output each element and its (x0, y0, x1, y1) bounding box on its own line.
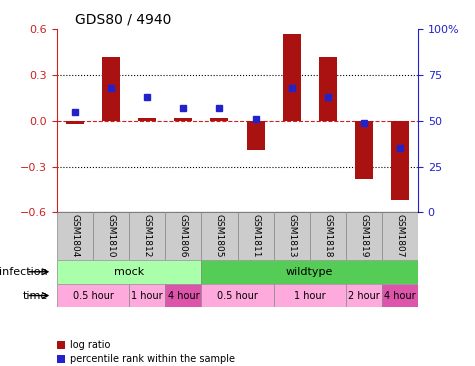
Text: GSM1811: GSM1811 (251, 214, 260, 258)
Bar (57, 212, 93, 260)
Bar (138, 118, 156, 121)
Text: GSM1812: GSM1812 (143, 214, 152, 258)
Text: percentile rank within the sample: percentile rank within the sample (70, 354, 235, 364)
Bar (165, 284, 201, 307)
Bar (355, 121, 373, 179)
Text: 0.5 hour: 0.5 hour (217, 291, 258, 300)
Text: GSM1806: GSM1806 (179, 214, 188, 258)
Bar (57, 341, 65, 349)
Bar (310, 212, 346, 260)
Bar (382, 212, 418, 260)
Bar (57, 260, 201, 284)
Text: GSM1813: GSM1813 (287, 214, 296, 258)
Bar (174, 118, 192, 121)
Bar (346, 284, 382, 307)
Text: time: time (22, 291, 48, 300)
Bar (57, 284, 129, 307)
Bar (201, 212, 238, 260)
Bar (129, 284, 165, 307)
Text: GSM1807: GSM1807 (396, 214, 404, 258)
Bar (201, 260, 418, 284)
Bar (274, 284, 346, 307)
Bar (238, 212, 274, 260)
Text: GDS80 / 4940: GDS80 / 4940 (75, 13, 171, 27)
Text: log ratio: log ratio (70, 340, 111, 350)
Text: 2 hour: 2 hour (348, 291, 380, 300)
Bar (57, 355, 65, 363)
Bar (66, 121, 84, 124)
Bar (391, 121, 409, 200)
Bar (201, 284, 274, 307)
Text: 0.5 hour: 0.5 hour (73, 291, 114, 300)
Text: GSM1818: GSM1818 (323, 214, 332, 258)
Text: mock: mock (114, 267, 144, 277)
Text: 4 hour: 4 hour (384, 291, 416, 300)
Bar (210, 118, 228, 121)
Text: GSM1819: GSM1819 (360, 214, 368, 258)
Bar (346, 212, 382, 260)
Bar (319, 57, 337, 121)
Text: GSM1804: GSM1804 (71, 214, 79, 258)
Bar (102, 57, 120, 121)
Text: GSM1810: GSM1810 (107, 214, 115, 258)
Bar (165, 212, 201, 260)
Bar (274, 212, 310, 260)
Text: GSM1805: GSM1805 (215, 214, 224, 258)
Bar (247, 121, 265, 150)
Bar (93, 212, 129, 260)
Bar (382, 284, 418, 307)
Text: 1 hour: 1 hour (294, 291, 325, 300)
Bar (129, 212, 165, 260)
Bar (283, 34, 301, 121)
Text: 1 hour: 1 hour (132, 291, 163, 300)
Text: wildtype: wildtype (286, 267, 333, 277)
Text: infection: infection (0, 267, 48, 277)
Text: 4 hour: 4 hour (168, 291, 199, 300)
